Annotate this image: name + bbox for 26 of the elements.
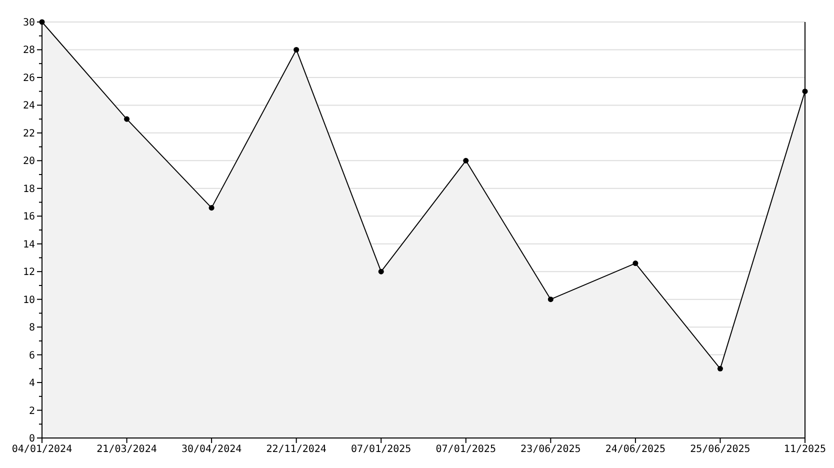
y-tick-label: 20 bbox=[22, 156, 35, 168]
y-tick-label: 14 bbox=[22, 239, 35, 250]
x-tick-label: 21/03/2024 bbox=[96, 444, 157, 455]
x-tick-label: 22/11/2024 bbox=[266, 444, 326, 455]
y-tick-label: 24 bbox=[22, 100, 35, 112]
y-tick-label: 18 bbox=[22, 184, 35, 195]
x-tick-label: 25/06/2025 bbox=[690, 444, 750, 455]
x-tick-label: 07/01/2025 bbox=[436, 444, 496, 455]
y-tick-label: 0 bbox=[28, 434, 35, 444]
y-tick-label: 28 bbox=[22, 45, 35, 56]
y-tick-label: 6 bbox=[28, 350, 35, 362]
y-tick-label: 12 bbox=[22, 267, 35, 278]
y-tick-label: 10 bbox=[22, 294, 35, 306]
x-tick-label: 11/2025 bbox=[784, 444, 826, 455]
x-tick-label: 24/06/2025 bbox=[605, 444, 666, 455]
x-tick-label: 23/06/2025 bbox=[520, 444, 581, 455]
y-tick-label: 8 bbox=[28, 322, 35, 334]
x-tick-label: 07/01/2025 bbox=[351, 444, 412, 455]
y-tick-label: 2 bbox=[28, 406, 35, 417]
y-tick-label: 30 bbox=[22, 18, 35, 28]
x-tick-label: 04/01/2024 bbox=[12, 444, 72, 455]
y-tick-label: 4 bbox=[28, 378, 35, 390]
y-tick-label: 26 bbox=[22, 72, 35, 84]
y-tick-label: 22 bbox=[22, 128, 35, 140]
x-tick-label: 30/04/2024 bbox=[181, 444, 242, 455]
y-tick-label: 16 bbox=[22, 212, 35, 223]
